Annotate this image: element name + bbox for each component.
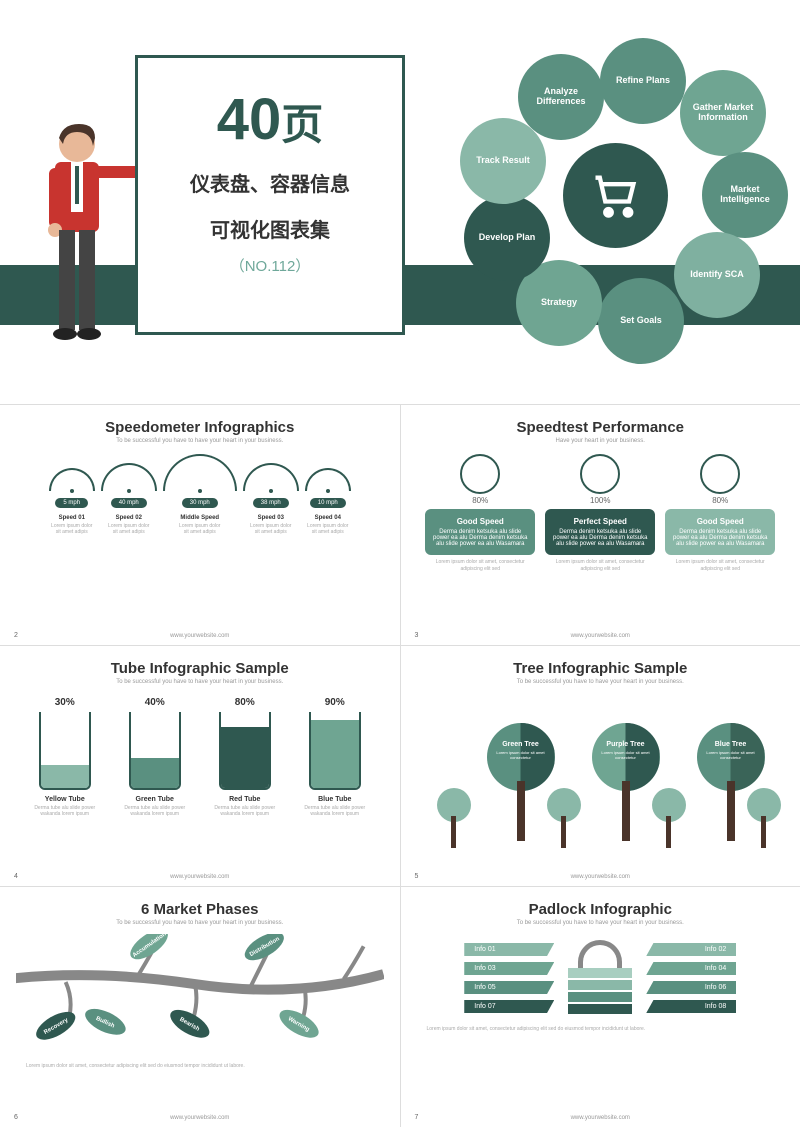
hero-subtitle: （NO.112） <box>148 255 392 276</box>
page-count: 40 <box>217 87 282 152</box>
slide-speedtest: Speedtest Performance Have your heart in… <box>401 405 800 645</box>
slide-title: Speedometer Infographics <box>16 419 384 436</box>
footer: www.yourwebsite.com <box>0 1115 400 1121</box>
flower-center <box>550 130 680 260</box>
hero-title-l2: 可视化图表集 <box>148 217 392 245</box>
slide-tree: Tree Infographic Sample To be successful… <box>401 646 800 886</box>
speedtest-card: 80% Good SpeedDerma denim ketsuka alu sl… <box>425 454 535 572</box>
petal-diagram: Refine PlansGather Market InformationMar… <box>450 30 780 360</box>
phase-desc: Lorem ipsum dolor sit amet, consectetur … <box>16 1063 384 1070</box>
tube: 40% Green Tube Derma tube alu slide powe… <box>119 697 191 817</box>
slide-sub: To be successful you have to have your h… <box>16 920 384 926</box>
info-tag: Info 07 <box>464 1000 554 1013</box>
petal: Gather Market Information <box>680 70 766 156</box>
slide-sub: To be successful you have to have your h… <box>417 920 785 926</box>
hero-title-box: 40页 仪表盘、容器信息 可视化图表集 （NO.112） <box>135 55 405 335</box>
footer: www.yourwebsite.com <box>401 633 800 639</box>
footer: www.yourwebsite.com <box>401 874 800 880</box>
info-tag: Info 06 <box>646 981 736 994</box>
slide-title: Tube Infographic Sample <box>16 660 384 677</box>
info-tag: Info 08 <box>646 1000 736 1013</box>
petal: Develop Plan <box>464 195 550 281</box>
petal: Track Result <box>460 118 546 204</box>
padlock-desc: Lorem ipsum dolor sit amet, consectetur … <box>417 1026 785 1033</box>
speedtest-card: 100% Perfect SpeedDerma denim ketsuka al… <box>545 454 655 572</box>
footer: www.yourwebsite.com <box>0 874 400 880</box>
hero-title-l1: 仪表盘、容器信息 <box>148 171 392 199</box>
gauge: 30 mph Middle Speed Lorem ipsum dolorsit… <box>163 454 237 535</box>
slide-sub: To be successful you have to have your h… <box>16 679 384 685</box>
slide-title: Tree Infographic Sample <box>417 660 785 677</box>
info-tag: Info 01 <box>464 943 554 956</box>
footer: www.yourwebsite.com <box>401 1115 800 1121</box>
info-tag: Info 02 <box>646 943 736 956</box>
presenter-icon <box>35 120 135 370</box>
slide-tube: Tube Infographic Sample To be successful… <box>0 646 400 886</box>
petal: Refine Plans <box>600 38 686 124</box>
info-tag: Info 03 <box>464 962 554 975</box>
footer: www.yourwebsite.com <box>0 633 400 639</box>
speedtest-card: 80% Good SpeedDerma denim ketsuka alu sl… <box>665 454 775 572</box>
info-tag: Info 04 <box>646 962 736 975</box>
hero-slide: 40页 仪表盘、容器信息 可视化图表集 （NO.112） Refine Plan… <box>0 0 800 405</box>
branch-diagram: Recovery Bullish Accumulation Bearish Di… <box>16 934 384 1054</box>
cart-icon <box>563 143 668 248</box>
tube: 80% Red Tube Derma tube alu slide power … <box>209 697 281 817</box>
thumbnail-grid: Speedometer Infographics To be successfu… <box>0 405 800 1127</box>
gauge: 40 mph Speed 02 Lorem ipsum dolorsit ame… <box>101 463 157 535</box>
slide-title: Padlock Infographic <box>417 901 785 918</box>
gauge: 5 mph Speed 01 Lorem ipsum dolorsit amet… <box>49 468 95 535</box>
info-tag: Info 05 <box>464 981 554 994</box>
slide-title: 6 Market Phases <box>16 901 384 918</box>
slide-sub: Have your heart in your business. <box>417 438 785 444</box>
gauge: 10 mph Speed 04 Lorem ipsum dolorsit ame… <box>305 468 351 535</box>
slide-speedometer: Speedometer Infographics To be successfu… <box>0 405 400 645</box>
petal: Set Goals <box>598 278 684 364</box>
padlock-icon <box>560 940 640 1016</box>
petal: Analyze Differences <box>518 54 604 140</box>
slide-padlock: Padlock Infographic To be successful you… <box>401 887 800 1127</box>
slide-sub: To be successful you have to have your h… <box>16 438 384 444</box>
page-unit: 页 <box>281 101 323 148</box>
tube: 90% Blue Tube Derma tube alu slide power… <box>299 697 371 817</box>
slide-phases: 6 Market Phases To be successful you hav… <box>0 887 400 1127</box>
slide-title: Speedtest Performance <box>417 419 785 436</box>
gauge: 38 mph Speed 03 Lorem ipsum dolorsit ame… <box>243 463 299 535</box>
petal: Identify SCA <box>674 232 760 318</box>
slide-sub: To be successful you have to have your h… <box>417 679 785 685</box>
petal: Market Intelligence <box>702 152 788 238</box>
tube: 30% Yellow Tube Derma tube alu slide pow… <box>29 697 101 817</box>
